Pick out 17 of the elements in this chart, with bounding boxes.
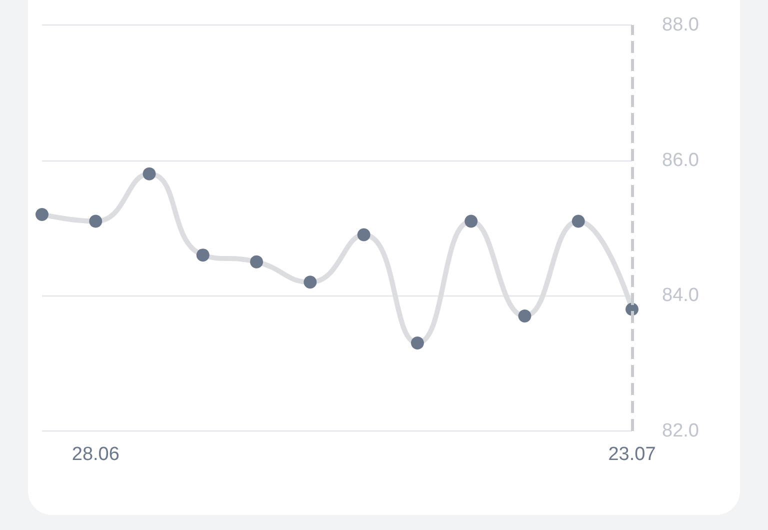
point xyxy=(89,214,102,228)
x-tick-label: 23.07 xyxy=(608,444,656,465)
point xyxy=(196,248,210,262)
point xyxy=(36,208,48,221)
point xyxy=(410,336,424,350)
y-tick-label: 88.0 xyxy=(662,14,699,36)
y-tick-label: 84.0 xyxy=(662,285,699,306)
point xyxy=(142,167,156,180)
y-tick-label: 86.0 xyxy=(662,150,699,171)
point xyxy=(572,214,585,228)
y-tick-label: 82.0 xyxy=(662,420,699,442)
point xyxy=(304,276,317,289)
point xyxy=(357,228,370,242)
x-tick-label: 28.06 xyxy=(72,444,120,465)
point xyxy=(518,309,532,322)
point xyxy=(250,255,264,268)
point xyxy=(464,214,478,228)
